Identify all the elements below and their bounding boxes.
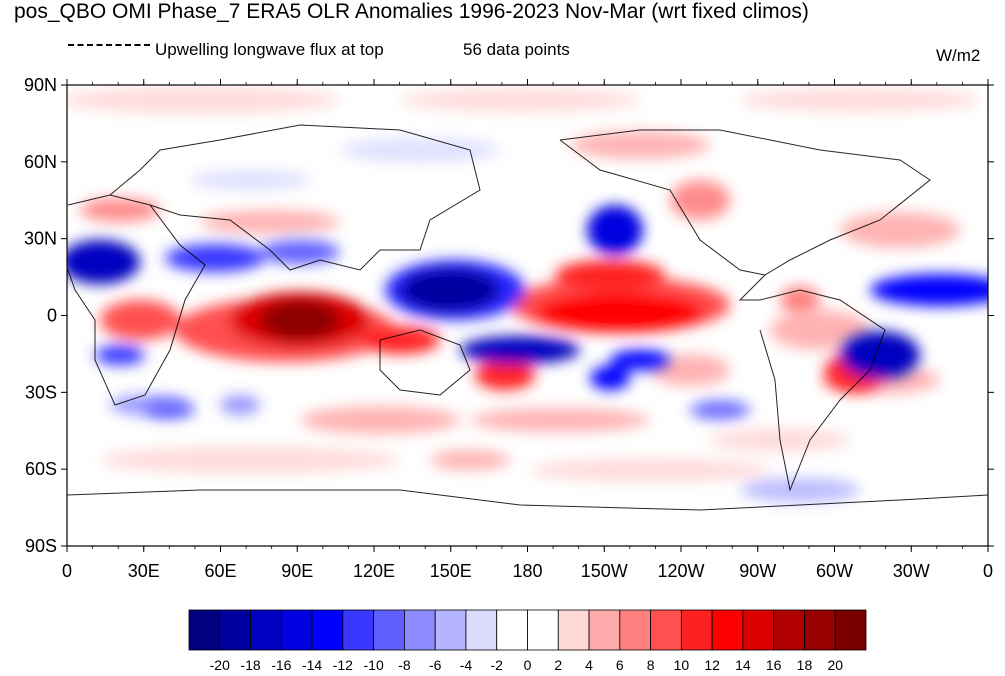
colorbar-box (373, 609, 405, 651)
colorbar-label: -18 (240, 657, 260, 673)
x-tick-label: 180 (512, 561, 542, 581)
legend-label: Upwelling longwave flux at top (155, 40, 384, 59)
colorbar-box (680, 609, 713, 651)
colorbar-label: -12 (333, 657, 353, 673)
colorbar-label: -2 (491, 657, 504, 673)
colorbar-box (557, 609, 590, 651)
colorbar-label: -20 (210, 657, 230, 673)
colorbar: -20 -18 -16 -14 -12 -10 -8 -6 -4 -2 0 2 4 6 8 10 12 14 16 1… (188, 609, 867, 673)
y-tick-label: 30S (25, 382, 57, 402)
colorbar-box (496, 609, 528, 651)
y-tick-label: 90N (24, 75, 57, 95)
colorbar-label: -4 (460, 657, 473, 673)
colorbar-box (219, 609, 251, 651)
colorbar-label: 8 (647, 657, 655, 673)
colorbar-box (188, 609, 221, 651)
colorbar-label: 14 (735, 657, 751, 673)
colorbar-box (834, 609, 867, 651)
colorbar-label: 18 (797, 657, 813, 673)
colorbar-label: 12 (704, 657, 720, 673)
colorbar-box (465, 609, 498, 651)
colorbar-box (742, 609, 775, 651)
colorbar-label: -14 (302, 657, 322, 673)
x-tick-label: 0 (62, 561, 72, 581)
colorbar-label: 6 (616, 657, 624, 673)
x-tick-label: 150E (430, 561, 472, 581)
dashed-line-legend-key (68, 44, 150, 46)
colorbar-label: -8 (398, 657, 411, 673)
units-label: W/m2 (936, 46, 981, 65)
colorbar-label: 16 (766, 657, 782, 673)
colorbar-box (342, 609, 375, 651)
y-tick-label: 0 (47, 306, 57, 326)
x-tick-label: 30W (893, 561, 930, 581)
colorbar-label: -6 (429, 657, 442, 673)
colorbar-label: -10 (364, 657, 384, 673)
x-tick-label: 60E (204, 561, 236, 581)
coastlines (67, 124, 988, 511)
colorbar-label: 0 (524, 657, 532, 673)
chart-title: pos_QBO OMI Phase_7 ERA5 OLR Anomalies 1… (14, 0, 809, 23)
x-tick-label: 120E (353, 561, 395, 581)
data-points-count: 56 data points (463, 40, 570, 59)
colorbar-box (588, 609, 621, 651)
x-tick-label: 90W (739, 561, 776, 581)
x-tick-label: 60W (816, 561, 853, 581)
colorbar-label: 4 (585, 657, 593, 673)
y-tick-label: 90S (25, 536, 57, 556)
colorbar-box (527, 609, 559, 651)
colorbar-box (434, 609, 467, 651)
x-tick-label: 150W (581, 561, 628, 581)
y-tick-label: 60S (25, 459, 57, 479)
colorbar-label: 2 (554, 657, 562, 673)
x-tick-label: 0 (983, 561, 993, 581)
x-tick-label: 90E (281, 561, 313, 581)
y-tick-label: 60N (24, 152, 57, 172)
colorbar-box (404, 609, 436, 651)
colorbar-box (250, 609, 282, 651)
colorbar-box (711, 609, 744, 651)
colorbar-box (804, 609, 836, 651)
colorbar-box (650, 609, 682, 651)
colorbar-label: 10 (674, 657, 690, 673)
colorbar-box (311, 609, 344, 651)
colorbar-box (773, 609, 805, 651)
colorbar-label: 20 (827, 657, 843, 673)
colorbar-label: -16 (271, 657, 291, 673)
colorbar-box (619, 609, 651, 651)
x-tick-label: 30E (128, 561, 160, 581)
x-tick-label: 120W (657, 561, 704, 581)
anomaly-field (67, 85, 988, 546)
y-tick-label: 30N (24, 229, 57, 249)
colorbar-box (280, 609, 313, 651)
